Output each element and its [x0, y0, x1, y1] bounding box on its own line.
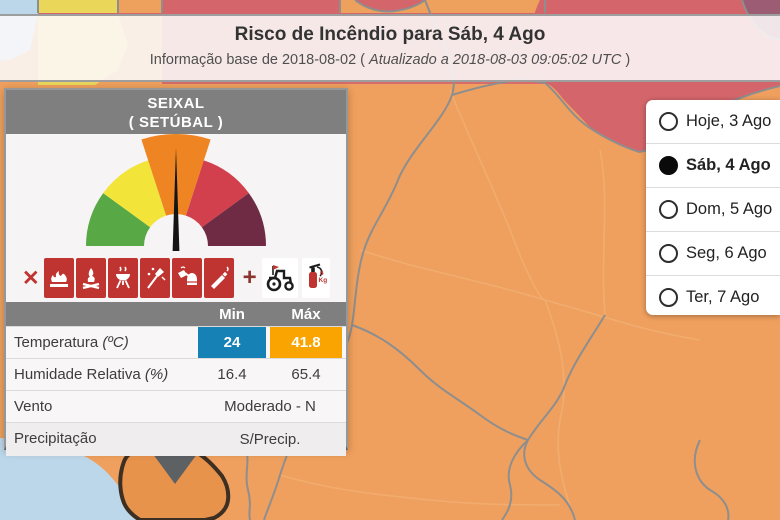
- district-name: ( SETÚBAL ): [128, 114, 224, 131]
- not-allowed-icon: ✕: [22, 266, 40, 290]
- precipitation-value: S/Precip.: [239, 431, 301, 448]
- map-region-yellow-top[interactable]: [38, 0, 118, 13]
- date-selector-panel: Hoje, 3 Ago Sáb, 4 Ago Dom, 5 Ago Seg, 6…: [646, 100, 780, 315]
- temperature-max-value: 41.8: [270, 327, 342, 358]
- subtitle-base: Informação base de 2018-08-02 (: [149, 52, 370, 68]
- gauge-segment-muito-elevado: [185, 160, 249, 228]
- date-option-label: Sáb, 4 Ago: [686, 156, 771, 174]
- water-area[interactable]: [0, 438, 148, 520]
- gauge-segment-reduzido: [86, 193, 151, 246]
- date-option-label: Seg, 6 Ago: [686, 244, 767, 262]
- page-title: Risco de Incêndio para Sáb, 4 Ago: [234, 24, 546, 45]
- restrictions-row: ✕: [6, 254, 346, 302]
- row-label: Temperatura: [14, 334, 99, 351]
- gauge-segment-moderado: [103, 160, 167, 228]
- temperature-min-value: 24: [198, 327, 266, 358]
- barbecue-icon: [107, 258, 138, 298]
- date-option-label: Hoje, 3 Ago: [686, 112, 772, 130]
- radio-icon[interactable]: [659, 112, 678, 131]
- campfire-icon: [75, 258, 106, 298]
- table-row-wind: Vento Moderado - N: [6, 390, 346, 422]
- date-option-label: Ter, 7 Ago: [686, 288, 760, 306]
- header-subtitle: Informação base de 2018-08-02 ( Atualiza…: [0, 52, 780, 68]
- svg-text:Kg: Kg: [318, 277, 327, 284]
- risk-gauge: [6, 134, 346, 254]
- gauge-segment-maximo: [201, 193, 266, 246]
- date-option-sab-4-ago[interactable]: Sáb, 4 Ago: [646, 143, 780, 187]
- field-burning-icon: [43, 258, 74, 298]
- wind-value: Moderado - N: [224, 398, 316, 415]
- date-option-ter-7-ago[interactable]: Ter, 7 Ago: [646, 275, 780, 319]
- fireworks-icon: [139, 258, 170, 298]
- date-option-hoje-3-ago[interactable]: Hoje, 3 Ago: [646, 100, 780, 143]
- cigarette-icon: [203, 258, 234, 298]
- date-option-label: Dom, 5 Ago: [686, 200, 773, 218]
- subtitle-updated: Atualizado a 2018-08-03 09:05:02 UTC: [369, 52, 622, 68]
- popup-tail: [150, 450, 200, 484]
- fire-extinguisher-icon: 6 Kg: [301, 258, 330, 298]
- row-label: Precipitação: [14, 430, 97, 447]
- table-row-temperature: Temperatura (ºC) 24 41.8: [6, 326, 346, 358]
- radio-selected-icon[interactable]: [659, 156, 678, 175]
- popup-title-bar: SEIXAL ( SETÚBAL ): [6, 90, 346, 134]
- radio-icon[interactable]: [659, 200, 678, 219]
- table-header: Min Máx: [6, 302, 346, 326]
- bee-smoker-icon: [171, 258, 202, 298]
- date-option-seg-6-ago[interactable]: Seg, 6 Ago: [646, 231, 780, 275]
- header: Risco de Incêndio para Sáb, 4 Ago Inform…: [0, 14, 780, 82]
- max-column-header: Máx: [291, 305, 321, 323]
- radio-icon[interactable]: [659, 244, 678, 263]
- svg-text:6: 6: [320, 270, 324, 277]
- municipality-name: SEIXAL: [147, 95, 205, 112]
- map-region-orange-patch2[interactable]: [118, 0, 162, 13]
- subtitle-close: ): [621, 52, 631, 68]
- table-row-humidity: Humidade Relativa (%) 16.4 65.4: [6, 358, 346, 390]
- humidity-min-value: 16.4: [217, 366, 247, 383]
- row-unit: (ºC): [102, 334, 129, 351]
- plus-icon: +: [242, 264, 257, 291]
- row-label: Humidade Relativa: [14, 366, 141, 383]
- radio-icon[interactable]: [659, 288, 678, 307]
- min-column-header: Min: [219, 305, 245, 323]
- table-row-precipitation: Precipitação S/Precip.: [6, 422, 346, 456]
- humidity-max-value: 65.4: [291, 366, 321, 383]
- row-label: Vento: [14, 398, 53, 415]
- tractor-icon: [261, 258, 298, 298]
- row-unit: (%): [144, 366, 169, 383]
- map-roads: [279, 89, 701, 520]
- date-option-dom-5-ago[interactable]: Dom, 5 Ago: [646, 187, 780, 231]
- municipality-info-popup: SEIXAL ( SETÚBAL ) ✕: [4, 88, 348, 456]
- gauge-needle-icon: [172, 148, 180, 251]
